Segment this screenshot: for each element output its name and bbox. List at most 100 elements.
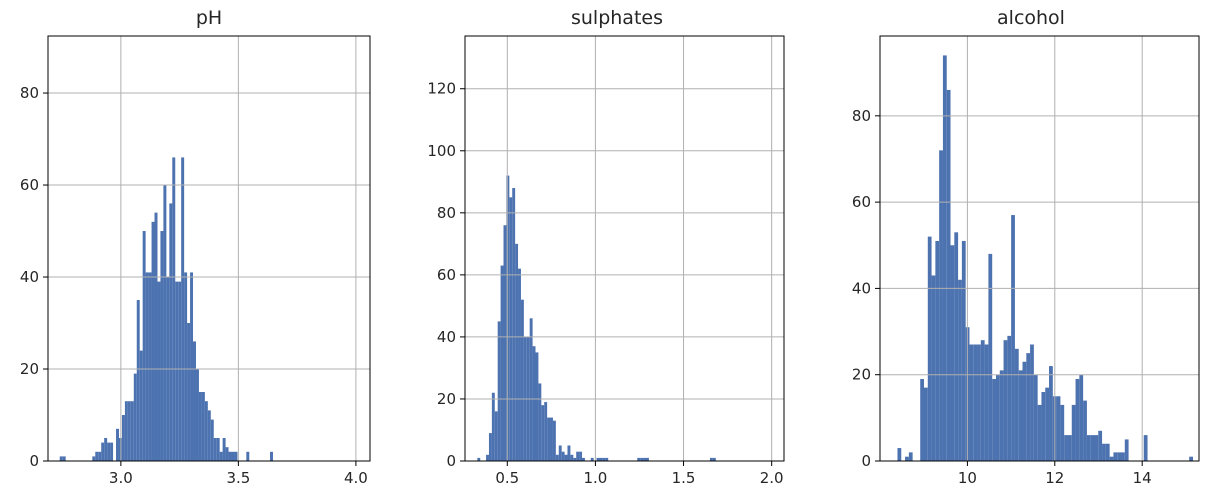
histogram-bar — [169, 203, 173, 461]
histogram-bar — [931, 275, 936, 461]
histogram-bar — [142, 231, 146, 461]
y-tick-label: 80 — [20, 84, 39, 102]
histogram-bar — [506, 175, 510, 461]
histogram-bar — [204, 401, 208, 461]
histogram-bar — [231, 451, 235, 461]
y-tick-label: 0 — [29, 452, 39, 470]
histogram-bar — [1049, 366, 1053, 461]
histogram-bar — [133, 373, 137, 461]
histogram-bar — [582, 457, 585, 461]
histogram-bar — [198, 392, 202, 461]
y-tick-label: 0 — [446, 452, 456, 470]
histogram-bar — [1075, 379, 1080, 461]
histogram-bar — [535, 352, 539, 461]
histogram-bar — [1064, 435, 1068, 461]
histogram-bar — [579, 451, 583, 461]
histogram-bar — [544, 402, 548, 461]
x-tick-label: 10 — [958, 469, 977, 487]
histogram-bar — [1045, 387, 1050, 461]
histogram-bar — [969, 344, 974, 461]
histogram-bar — [1124, 439, 1129, 461]
histogram-bar — [1030, 344, 1034, 461]
axes-frame — [47, 35, 371, 462]
histogram-bar — [573, 457, 577, 461]
histogram-bar — [136, 300, 140, 461]
histogram-bar — [178, 281, 182, 461]
histogram-bar — [160, 231, 164, 461]
histogram-bar — [1105, 443, 1110, 461]
histogram-bar — [59, 456, 63, 461]
x-tick-label: 4.0 — [344, 469, 368, 487]
histogram-bar — [497, 321, 501, 461]
histogram-bar — [1007, 335, 1012, 461]
histogram-bar — [927, 236, 932, 461]
histogram-bar — [1056, 396, 1061, 461]
histogram-bar — [1022, 361, 1027, 461]
histogram-bar — [576, 451, 580, 461]
histogram-bar — [95, 451, 99, 461]
histogram-bar — [151, 221, 155, 461]
histogram-bar — [228, 451, 232, 461]
histogram-bar — [154, 212, 158, 461]
histogram-bar — [187, 323, 191, 461]
histogram-bar — [942, 55, 947, 461]
histogram-bar — [62, 456, 66, 461]
histogram-bar — [643, 457, 647, 461]
histogram-bar — [924, 387, 928, 461]
histogram-bar — [222, 438, 226, 461]
histogram-bar — [139, 350, 143, 461]
histogram-bar — [477, 457, 481, 461]
histogram-bar — [500, 265, 504, 461]
histogram-bar — [1098, 430, 1103, 461]
histogram-bar — [977, 344, 981, 461]
histogram-bar — [110, 442, 114, 461]
histogram-bar — [121, 415, 125, 461]
histogram-bar — [939, 150, 943, 462]
histogram-bar — [1121, 452, 1125, 461]
histogram-bar — [709, 457, 713, 461]
axes-frame — [464, 35, 785, 462]
y-tick-label: 40 — [20, 268, 39, 286]
histogram-bar — [225, 447, 229, 461]
y-tick-label: 100 — [427, 142, 456, 160]
histogram-bar — [201, 392, 205, 461]
histogram-bar — [1026, 353, 1031, 461]
histogram-bar — [207, 410, 211, 461]
histogram-bar — [216, 438, 220, 461]
histogram-bar — [599, 457, 603, 461]
histogram-bar — [1117, 452, 1122, 461]
histogram-bar — [190, 272, 194, 461]
histogram-bar — [555, 454, 559, 461]
histogram-bar — [1041, 391, 1046, 461]
histogram-bar — [234, 451, 238, 461]
sulphates-histogram-panel: sulphates 0.5 1.0 1.5 2.0 0 20 40 60 80 100 120 — [427, 7, 785, 487]
histogram-bar — [908, 452, 913, 461]
histogram-bar — [512, 188, 516, 461]
histogram-bar — [1083, 400, 1087, 461]
histogram-bar — [596, 457, 600, 461]
histogram-bar — [124, 401, 128, 461]
histogram-bar — [195, 369, 199, 461]
chart-title: alcohol — [997, 7, 1065, 29]
bars-group — [59, 157, 273, 461]
histogram-bar — [605, 457, 609, 461]
histogram-bar — [550, 417, 553, 461]
histogram-bar — [564, 454, 568, 461]
histogram-bar — [558, 445, 562, 461]
histogram-bar — [538, 383, 542, 461]
alcohol-histogram-panel: alcohol 10 12 14 0 20 40 60 80 — [852, 7, 1200, 487]
histogram-bar — [980, 340, 985, 461]
x-tick-label: 0.5 — [495, 469, 519, 487]
histogram-bar — [1079, 374, 1084, 461]
histogram-bar — [973, 344, 978, 461]
histogram-bar — [1037, 404, 1042, 461]
histogram-bar — [1060, 404, 1065, 461]
histogram-bar — [184, 272, 188, 461]
histogram-bar — [529, 318, 533, 461]
histogram-bar — [570, 454, 574, 461]
histogram-bar — [946, 89, 951, 461]
histogram-bar — [958, 279, 962, 461]
histogram-bar — [1189, 456, 1193, 461]
histogram-bar — [130, 401, 134, 461]
histogram-bar — [950, 245, 955, 461]
